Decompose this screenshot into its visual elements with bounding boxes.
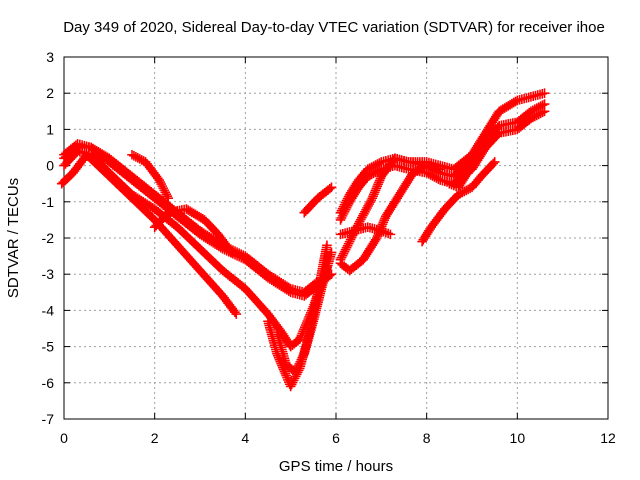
y-tick-label: -1: [42, 194, 55, 210]
y-tick-label: -7: [42, 411, 55, 427]
data-point: [326, 247, 337, 258]
data-series: [272, 247, 337, 377]
data-point: [225, 245, 236, 256]
data-point: [539, 88, 550, 98]
data-point: [489, 157, 500, 167]
y-tick-label: -2: [42, 230, 55, 246]
data-point: [467, 157, 477, 167]
data-series: [127, 149, 174, 203]
y-tick-label: 0: [46, 158, 54, 174]
data-point: [322, 240, 332, 251]
x-tick-label: 10: [510, 430, 526, 446]
data-series: [56, 149, 242, 319]
data-point: [231, 309, 242, 319]
x-axis-title: GPS time / hours: [279, 458, 393, 475]
data-series: [335, 99, 550, 218]
x-tick-label: 2: [151, 430, 159, 446]
data-series: [417, 157, 500, 247]
y-tick-label: 1: [46, 121, 54, 137]
data-series: [444, 157, 477, 193]
y-tick-labels: -7 -6 -5 -4 -3 -2 -1 0 1 2 3: [42, 49, 55, 427]
x-tick-label: 12: [600, 430, 616, 446]
x-tick-label: 4: [241, 430, 249, 446]
data-point: [435, 164, 446, 175]
y-tick-label: -4: [42, 302, 55, 318]
data-series: [149, 204, 237, 258]
data-point: [324, 183, 335, 194]
data-series: [299, 182, 337, 218]
y-tick-label: -6: [42, 375, 55, 391]
x-tick-label: 0: [60, 430, 68, 446]
data-series: [335, 160, 446, 276]
data-series: [59, 146, 332, 352]
data-point: [326, 182, 337, 193]
x-tick-label: 6: [332, 430, 340, 446]
x-tick-label: 8: [423, 430, 431, 446]
y-tick-label: -3: [42, 266, 55, 282]
y-tick-label: -5: [42, 339, 55, 355]
chart-title: Day 349 of 2020, Sidereal Day-to-day VTE…: [63, 19, 605, 36]
data-point: [163, 193, 174, 203]
data-points: [56, 88, 550, 392]
data-point: [539, 106, 550, 117]
y-tick-label: 2: [46, 85, 54, 101]
data-point: [226, 247, 237, 258]
data-point: [230, 307, 240, 318]
data-point: [385, 229, 396, 240]
data-point: [488, 158, 498, 169]
data-series: [59, 139, 323, 298]
y-axis-title: SDTVAR / TECUs: [5, 178, 22, 298]
data-series: [335, 222, 396, 240]
x-tick-labels: 0 2 4 6 8 10 12: [60, 430, 616, 446]
plot-frame: [63, 56, 609, 420]
y-tick-label: 3: [46, 49, 54, 65]
data-point: [510, 96, 521, 107]
